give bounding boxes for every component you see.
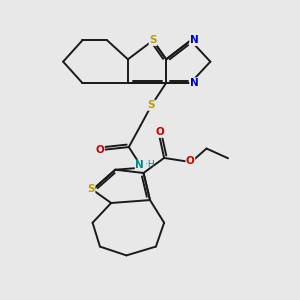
Text: O: O bbox=[96, 145, 104, 155]
Text: S: S bbox=[148, 100, 155, 110]
Text: ·H: ·H bbox=[146, 160, 155, 169]
Text: O: O bbox=[186, 156, 195, 166]
Text: N: N bbox=[190, 78, 199, 88]
Text: N: N bbox=[190, 35, 199, 46]
Text: O: O bbox=[155, 127, 164, 137]
Text: S: S bbox=[149, 35, 157, 46]
Text: N: N bbox=[135, 160, 144, 170]
Text: S: S bbox=[87, 184, 95, 194]
